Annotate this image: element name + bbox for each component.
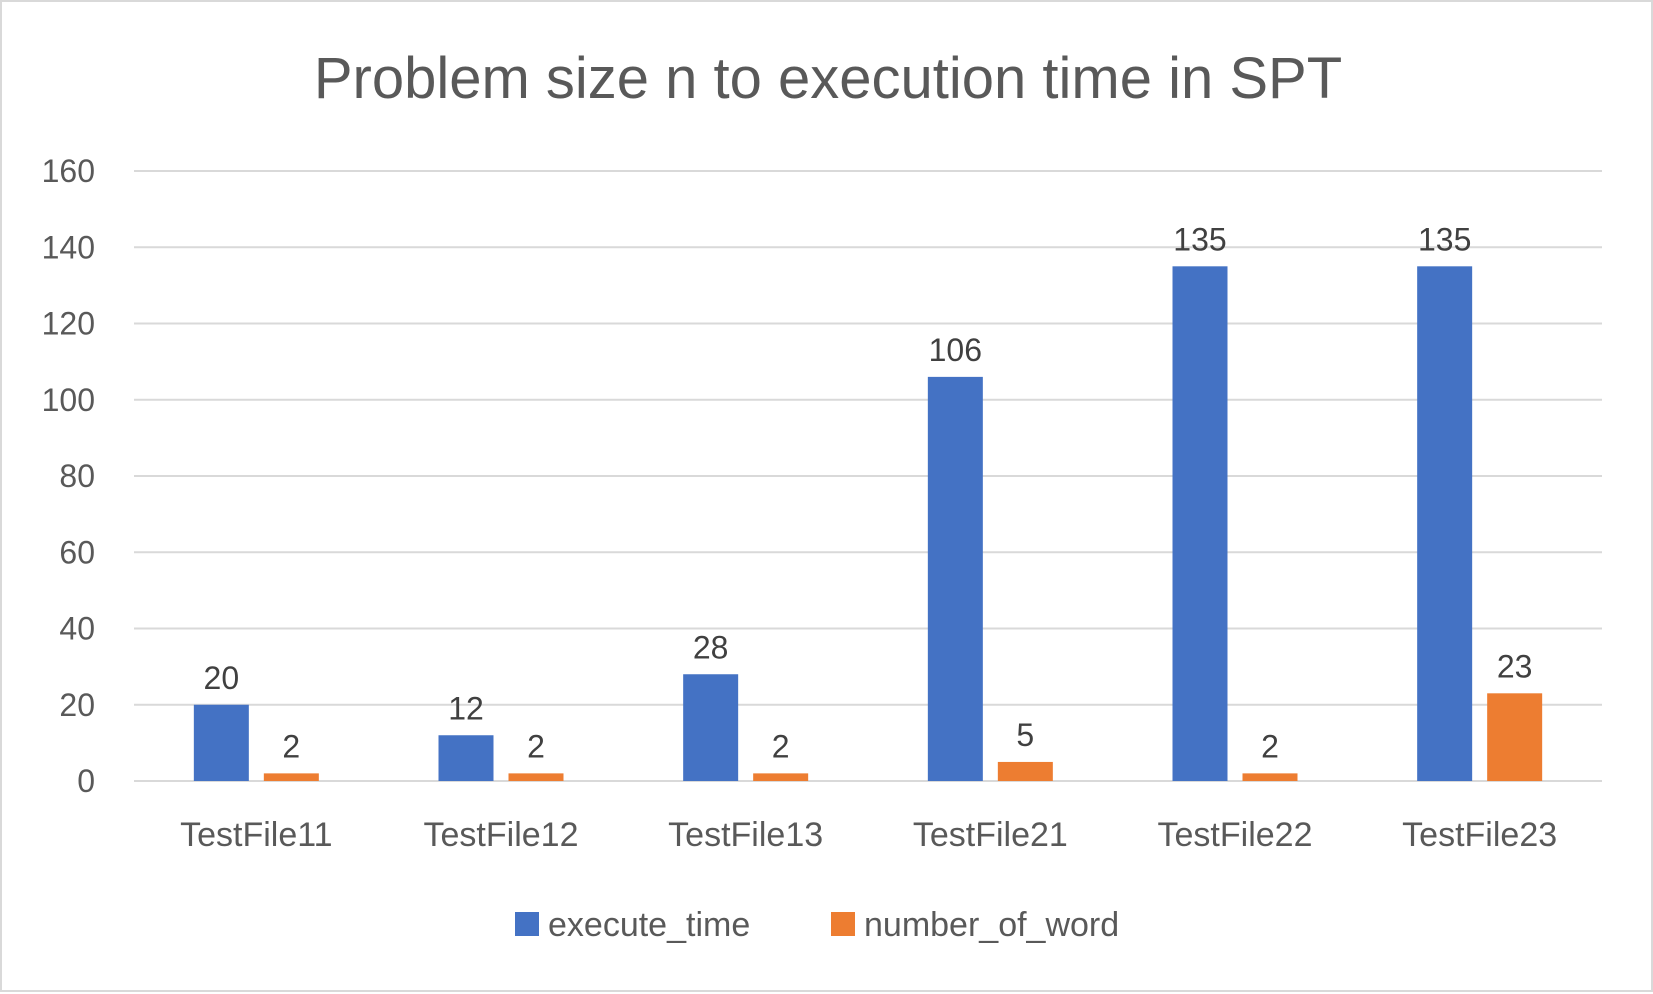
data-label: 2 xyxy=(772,728,790,764)
bar-execute-time xyxy=(438,735,494,781)
y-tick-label: 120 xyxy=(42,306,95,342)
data-label: 106 xyxy=(929,332,982,368)
bar-number-of-word xyxy=(508,773,564,781)
data-label: 135 xyxy=(1418,221,1471,257)
y-tick-label: 0 xyxy=(77,763,95,799)
data-label: 2 xyxy=(282,728,300,764)
data-labels: 20 2 12 2 28 2 106 5 135 2 135 23 xyxy=(204,221,1533,764)
bar-number-of-word xyxy=(263,773,319,781)
x-category-label: TestFile22 xyxy=(1158,816,1313,854)
bars xyxy=(193,266,1543,781)
data-label: 23 xyxy=(1497,648,1533,684)
legend: execute_time number_of_word xyxy=(515,906,1119,944)
y-tick-label: 40 xyxy=(59,611,95,647)
bar-number-of-word xyxy=(753,773,809,781)
data-label: 5 xyxy=(1016,717,1034,753)
chart-title: Problem size n to execution time in SPT xyxy=(314,46,1342,111)
y-axis-ticks: 0 20 40 60 80 100 120 140 160 xyxy=(42,153,95,799)
data-label: 28 xyxy=(693,629,729,665)
legend-swatch-execute-time xyxy=(515,912,539,936)
x-category-label: TestFile13 xyxy=(668,816,823,854)
bar-execute-time xyxy=(1417,266,1473,781)
legend-label: number_of_word xyxy=(864,906,1119,944)
y-tick-label: 100 xyxy=(42,382,95,418)
y-tick-label: 80 xyxy=(59,458,95,494)
legend-swatch-number-of-word xyxy=(831,912,855,936)
bar-number-of-word xyxy=(997,761,1053,781)
data-label: 12 xyxy=(448,690,484,726)
x-category-label: TestFile12 xyxy=(424,816,579,854)
x-axis-categories: TestFile11 TestFile12 TestFile13 TestFile21… xyxy=(180,816,1557,854)
x-category-label: TestFile23 xyxy=(1402,816,1557,854)
data-label: 135 xyxy=(1173,221,1226,257)
data-label: 2 xyxy=(527,728,545,764)
bar-execute-time xyxy=(683,674,739,781)
y-tick-label: 20 xyxy=(59,687,95,723)
bar-number-of-word xyxy=(1487,693,1543,781)
bar-execute-time xyxy=(1172,266,1228,781)
y-tick-label: 60 xyxy=(59,534,95,570)
bar-number-of-word xyxy=(1242,773,1298,781)
data-label: 20 xyxy=(204,660,240,696)
bar-execute-time xyxy=(927,376,983,781)
x-category-label: TestFile11 xyxy=(180,816,332,854)
y-tick-label: 140 xyxy=(42,229,95,265)
y-tick-label: 160 xyxy=(42,153,95,189)
x-category-label: TestFile21 xyxy=(913,816,1068,854)
gridlines xyxy=(134,170,1602,782)
bar-execute-time xyxy=(193,704,249,781)
data-label: 2 xyxy=(1261,728,1279,764)
legend-label: execute_time xyxy=(548,906,750,944)
